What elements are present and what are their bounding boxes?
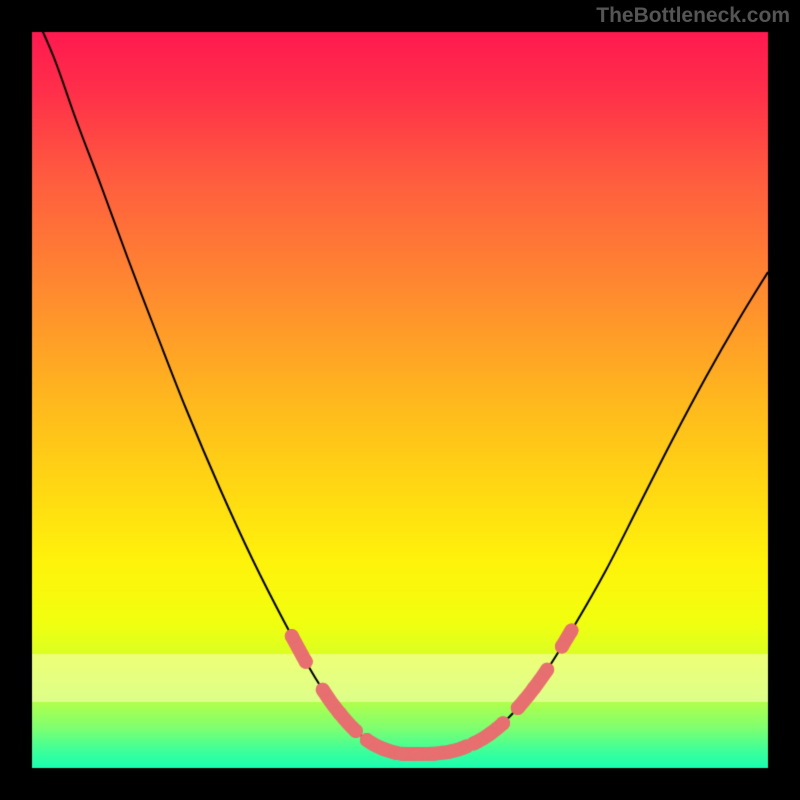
chart-stage: TheBottleneck.com: [0, 0, 800, 800]
chart-canvas: [0, 0, 800, 800]
